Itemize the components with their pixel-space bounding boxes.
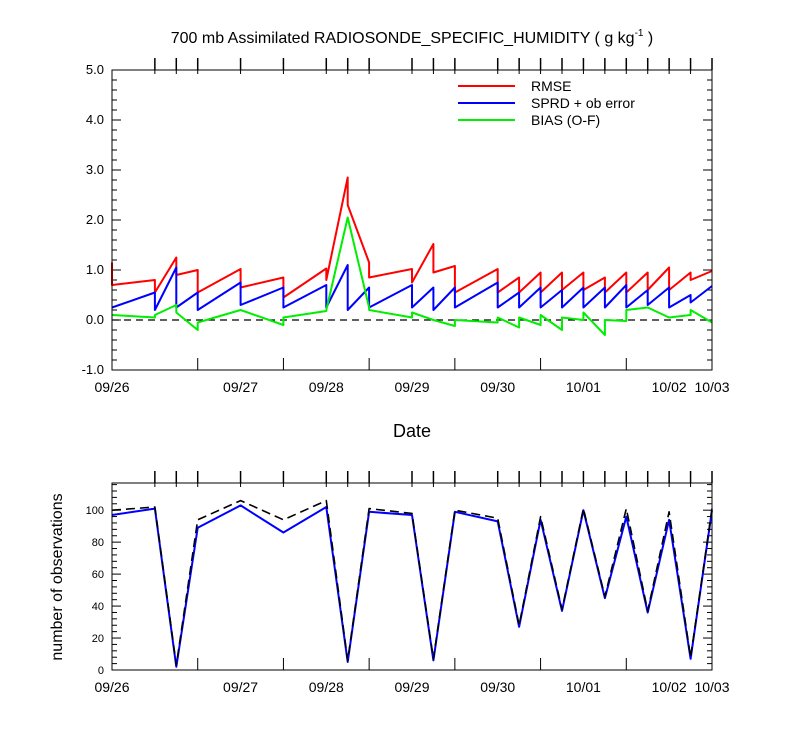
x-tick-label: 09/26 — [94, 679, 129, 695]
x-tick-label: 09/26 — [94, 379, 129, 395]
x-tick-label: 10/03 — [694, 679, 729, 695]
y-tick-label: 3.0 — [86, 162, 104, 177]
y-tick-label: 0.0 — [86, 312, 104, 327]
x-tick-label: 10/02 — [652, 679, 687, 695]
legend-label: SPRD + ob error — [531, 95, 635, 111]
x-tick-label: 10/03 — [694, 379, 729, 395]
x-tick-label: 10/01 — [566, 379, 601, 395]
y-tick-label: 0 — [98, 665, 104, 677]
y-tick-label: -1.0 — [82, 362, 104, 377]
observations-panel: 0 20 40 60 80 100 09/26 09/27 09/28 09/29 09/30 10/… — [49, 471, 730, 695]
y-tick-label: 100 — [86, 505, 104, 517]
rmse-panel-marks: -1.0 0.0 1.0 2.0 3.0 4.0 5.0 09/26 09/27 09/28 09/… — [82, 58, 730, 395]
x-tick-label: 09/29 — [394, 379, 429, 395]
y-axis-label: number of observations — [49, 493, 66, 660]
chart-title-superscript: -1 — [635, 28, 644, 39]
observations-panel-marks: 0 20 40 60 80 100 09/26 09/27 09/28 09/29 09/30 10/… — [86, 471, 730, 695]
legend-label: BIAS (O-F) — [531, 112, 600, 128]
series-line-bias-o-f — [111, 216, 713, 336]
x-tick-label: 09/28 — [309, 679, 344, 695]
y-tick-label: 80 — [92, 537, 104, 549]
observations-panel-frame — [111, 482, 713, 671]
series-line-rmse — [111, 176, 713, 299]
x-axis-label: Date — [393, 421, 431, 441]
y-tick-label: 5.0 — [86, 62, 104, 77]
rmse-panel: -1.0 0.0 1.0 2.0 3.0 4.0 5.0 09/26 09/27 09/28 09/… — [82, 58, 730, 441]
chart-title-main: 700 mb Assimilated RADIOSONDE_SPECIFIC_H… — [171, 30, 635, 47]
y-tick-label: 1.0 — [86, 262, 104, 277]
y-tick-label: 20 — [92, 633, 104, 645]
y-tick-label: 40 — [92, 601, 104, 613]
x-tick-label: 10/01 — [566, 679, 601, 695]
series-line-sprd-ob-error — [111, 264, 713, 311]
y-tick-label: 60 — [92, 569, 104, 581]
x-tick-label: 09/27 — [223, 379, 258, 395]
chart-title-end: ) — [643, 30, 653, 47]
x-tick-label: 09/30 — [480, 379, 515, 395]
x-tick-label: 09/28 — [309, 379, 344, 395]
x-tick-label: 09/29 — [394, 679, 429, 695]
series-line-observations-used — [111, 504, 713, 668]
x-tick-label: 10/02 — [652, 379, 687, 395]
x-tick-label: 09/30 — [480, 679, 515, 695]
x-tick-label: 09/27 — [223, 679, 258, 695]
y-tick-label: 4.0 — [86, 112, 104, 127]
series-line-observations-possible — [111, 499, 713, 667]
legend-label: RMSE — [531, 78, 571, 94]
rmse-panel-frame — [111, 69, 713, 371]
chart-title: 700 mb Assimilated RADIOSONDE_SPECIFIC_H… — [171, 28, 654, 47]
y-tick-label: 2.0 — [86, 212, 104, 227]
